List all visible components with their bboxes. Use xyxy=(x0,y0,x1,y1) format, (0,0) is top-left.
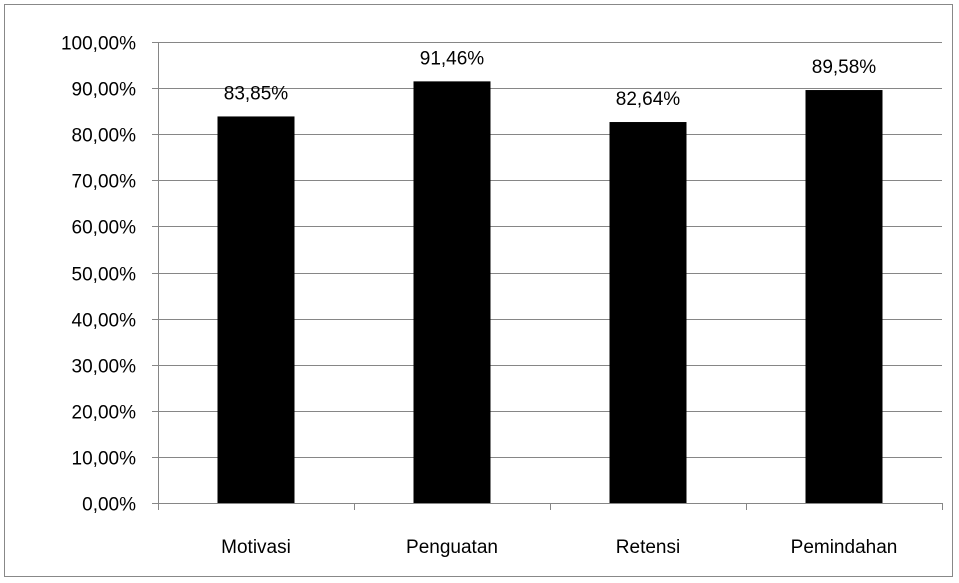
y-tick-label: 0,00% xyxy=(82,495,136,516)
y-tick-label: 40,00% xyxy=(72,311,137,332)
y-tick-label: 20,00% xyxy=(72,403,137,424)
y-tick-label: 90,00% xyxy=(72,80,137,101)
data-label: 89,58% xyxy=(812,57,877,78)
bar-penguatan xyxy=(413,81,491,504)
y-tick-label: 50,00% xyxy=(72,265,137,286)
y-tick-label: 60,00% xyxy=(72,218,137,239)
y-tick-label: 10,00% xyxy=(72,449,137,470)
y-tick-label: 80,00% xyxy=(72,126,137,147)
x-tick-label: Motivasi xyxy=(221,537,291,558)
data-label: 83,85% xyxy=(224,83,289,104)
x-tick-labels: Motivasi Penguatan Retensi Pemindahan xyxy=(221,537,897,558)
y-tick-label: 30,00% xyxy=(72,357,137,378)
axes xyxy=(152,42,943,510)
bars xyxy=(217,81,883,504)
y-tick-label: 100,00% xyxy=(61,34,136,55)
bar-pemindahan xyxy=(805,90,883,504)
data-labels: 83,85% 91,46% 82,64% 89,58% xyxy=(224,48,877,110)
x-tick-label: Pemindahan xyxy=(791,537,898,558)
data-label: 82,64% xyxy=(616,89,681,110)
y-tick-label: 70,00% xyxy=(72,172,137,193)
y-tick-labels: 0,00% 10,00% 20,00% 30,00% 40,00% 50,00% 60,00… xyxy=(61,34,136,516)
data-label: 91,46% xyxy=(420,48,485,69)
bar-motivasi xyxy=(217,116,295,503)
bar-retensi xyxy=(609,122,687,503)
x-tick-label: Penguatan xyxy=(406,537,498,558)
x-tick-label: Retensi xyxy=(616,537,680,558)
